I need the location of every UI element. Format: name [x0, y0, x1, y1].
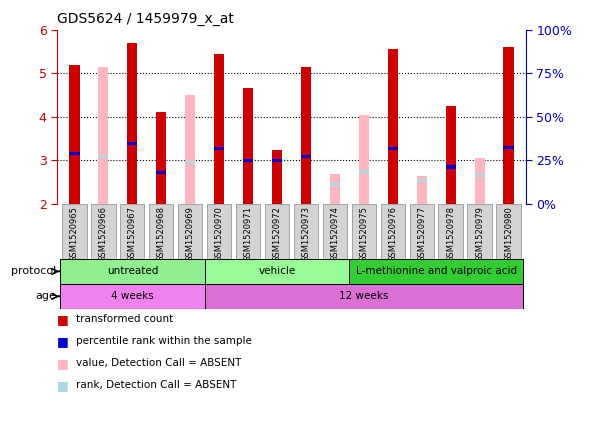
- FancyBboxPatch shape: [294, 204, 318, 259]
- FancyBboxPatch shape: [91, 204, 115, 259]
- Bar: [205, 284, 523, 309]
- Text: GSM1520979: GSM1520979: [475, 206, 484, 261]
- FancyBboxPatch shape: [120, 204, 144, 259]
- Bar: [214, 54, 224, 204]
- Text: percentile rank within the sample: percentile rank within the sample: [76, 336, 252, 346]
- Text: GSM1520973: GSM1520973: [302, 206, 311, 262]
- Text: ■: ■: [57, 313, 69, 326]
- Text: untreated: untreated: [106, 266, 158, 276]
- Bar: [416, 179, 427, 181]
- FancyBboxPatch shape: [63, 204, 87, 259]
- Bar: [156, 113, 166, 204]
- FancyBboxPatch shape: [323, 204, 347, 259]
- Text: value, Detection Call = ABSENT: value, Detection Call = ABSENT: [76, 358, 242, 368]
- Bar: [127, 143, 138, 146]
- Bar: [60, 284, 205, 309]
- Text: rank, Detection Call = ABSENT: rank, Detection Call = ABSENT: [76, 380, 237, 390]
- Text: vehicle: vehicle: [258, 266, 296, 276]
- Text: GSM1520967: GSM1520967: [128, 206, 137, 262]
- Bar: [272, 150, 282, 204]
- Bar: [504, 47, 514, 204]
- Text: GSM1520980: GSM1520980: [504, 206, 513, 261]
- Text: GDS5624 / 1459979_x_at: GDS5624 / 1459979_x_at: [57, 12, 234, 26]
- Bar: [60, 259, 205, 284]
- Text: GSM1520971: GSM1520971: [243, 206, 252, 261]
- Bar: [214, 147, 224, 150]
- Text: GSM1520977: GSM1520977: [417, 206, 426, 262]
- Text: GSM1520975: GSM1520975: [359, 206, 368, 261]
- Text: GSM1520972: GSM1520972: [272, 206, 281, 261]
- Text: age: age: [35, 291, 56, 301]
- Bar: [301, 67, 311, 204]
- Text: GSM1520969: GSM1520969: [186, 206, 195, 261]
- FancyBboxPatch shape: [380, 204, 405, 259]
- Bar: [127, 43, 138, 204]
- Bar: [359, 170, 369, 173]
- FancyBboxPatch shape: [149, 204, 174, 259]
- Bar: [272, 159, 282, 162]
- Bar: [388, 147, 398, 150]
- Bar: [388, 49, 398, 204]
- FancyBboxPatch shape: [439, 204, 463, 259]
- Text: GSM1520970: GSM1520970: [215, 206, 224, 261]
- Bar: [301, 154, 311, 158]
- FancyBboxPatch shape: [409, 204, 434, 259]
- Bar: [445, 165, 456, 168]
- Bar: [504, 146, 514, 149]
- Text: transformed count: transformed count: [76, 314, 174, 324]
- Text: ■: ■: [57, 379, 69, 392]
- Bar: [330, 183, 340, 186]
- Bar: [359, 115, 369, 204]
- Bar: [69, 64, 79, 204]
- Text: GSM1520974: GSM1520974: [331, 206, 340, 261]
- FancyBboxPatch shape: [468, 204, 492, 259]
- FancyBboxPatch shape: [236, 204, 260, 259]
- FancyBboxPatch shape: [496, 204, 520, 259]
- Bar: [69, 152, 79, 156]
- Text: L-methionine and valproic acid: L-methionine and valproic acid: [356, 266, 517, 276]
- Text: ■: ■: [57, 357, 69, 370]
- Bar: [99, 67, 108, 204]
- FancyBboxPatch shape: [352, 204, 376, 259]
- Text: GSM1520966: GSM1520966: [99, 206, 108, 262]
- Text: GSM1520978: GSM1520978: [446, 206, 455, 262]
- Bar: [349, 259, 523, 284]
- Bar: [475, 174, 484, 177]
- FancyBboxPatch shape: [265, 204, 289, 259]
- Text: GSM1520965: GSM1520965: [70, 206, 79, 261]
- Bar: [243, 159, 253, 162]
- Bar: [185, 161, 195, 164]
- Bar: [416, 176, 427, 204]
- Text: GSM1520968: GSM1520968: [157, 206, 166, 262]
- Bar: [445, 106, 456, 204]
- Bar: [156, 171, 166, 174]
- FancyBboxPatch shape: [178, 204, 203, 259]
- Bar: [99, 154, 108, 158]
- Text: ■: ■: [57, 335, 69, 348]
- Text: 12 weeks: 12 weeks: [339, 291, 388, 301]
- FancyBboxPatch shape: [207, 204, 231, 259]
- Bar: [243, 88, 253, 204]
- Bar: [475, 158, 484, 204]
- Bar: [330, 173, 340, 204]
- Text: 4 weeks: 4 weeks: [111, 291, 154, 301]
- Bar: [205, 259, 349, 284]
- Text: GSM1520976: GSM1520976: [388, 206, 397, 262]
- Bar: [185, 95, 195, 204]
- Text: protocol: protocol: [11, 266, 56, 276]
